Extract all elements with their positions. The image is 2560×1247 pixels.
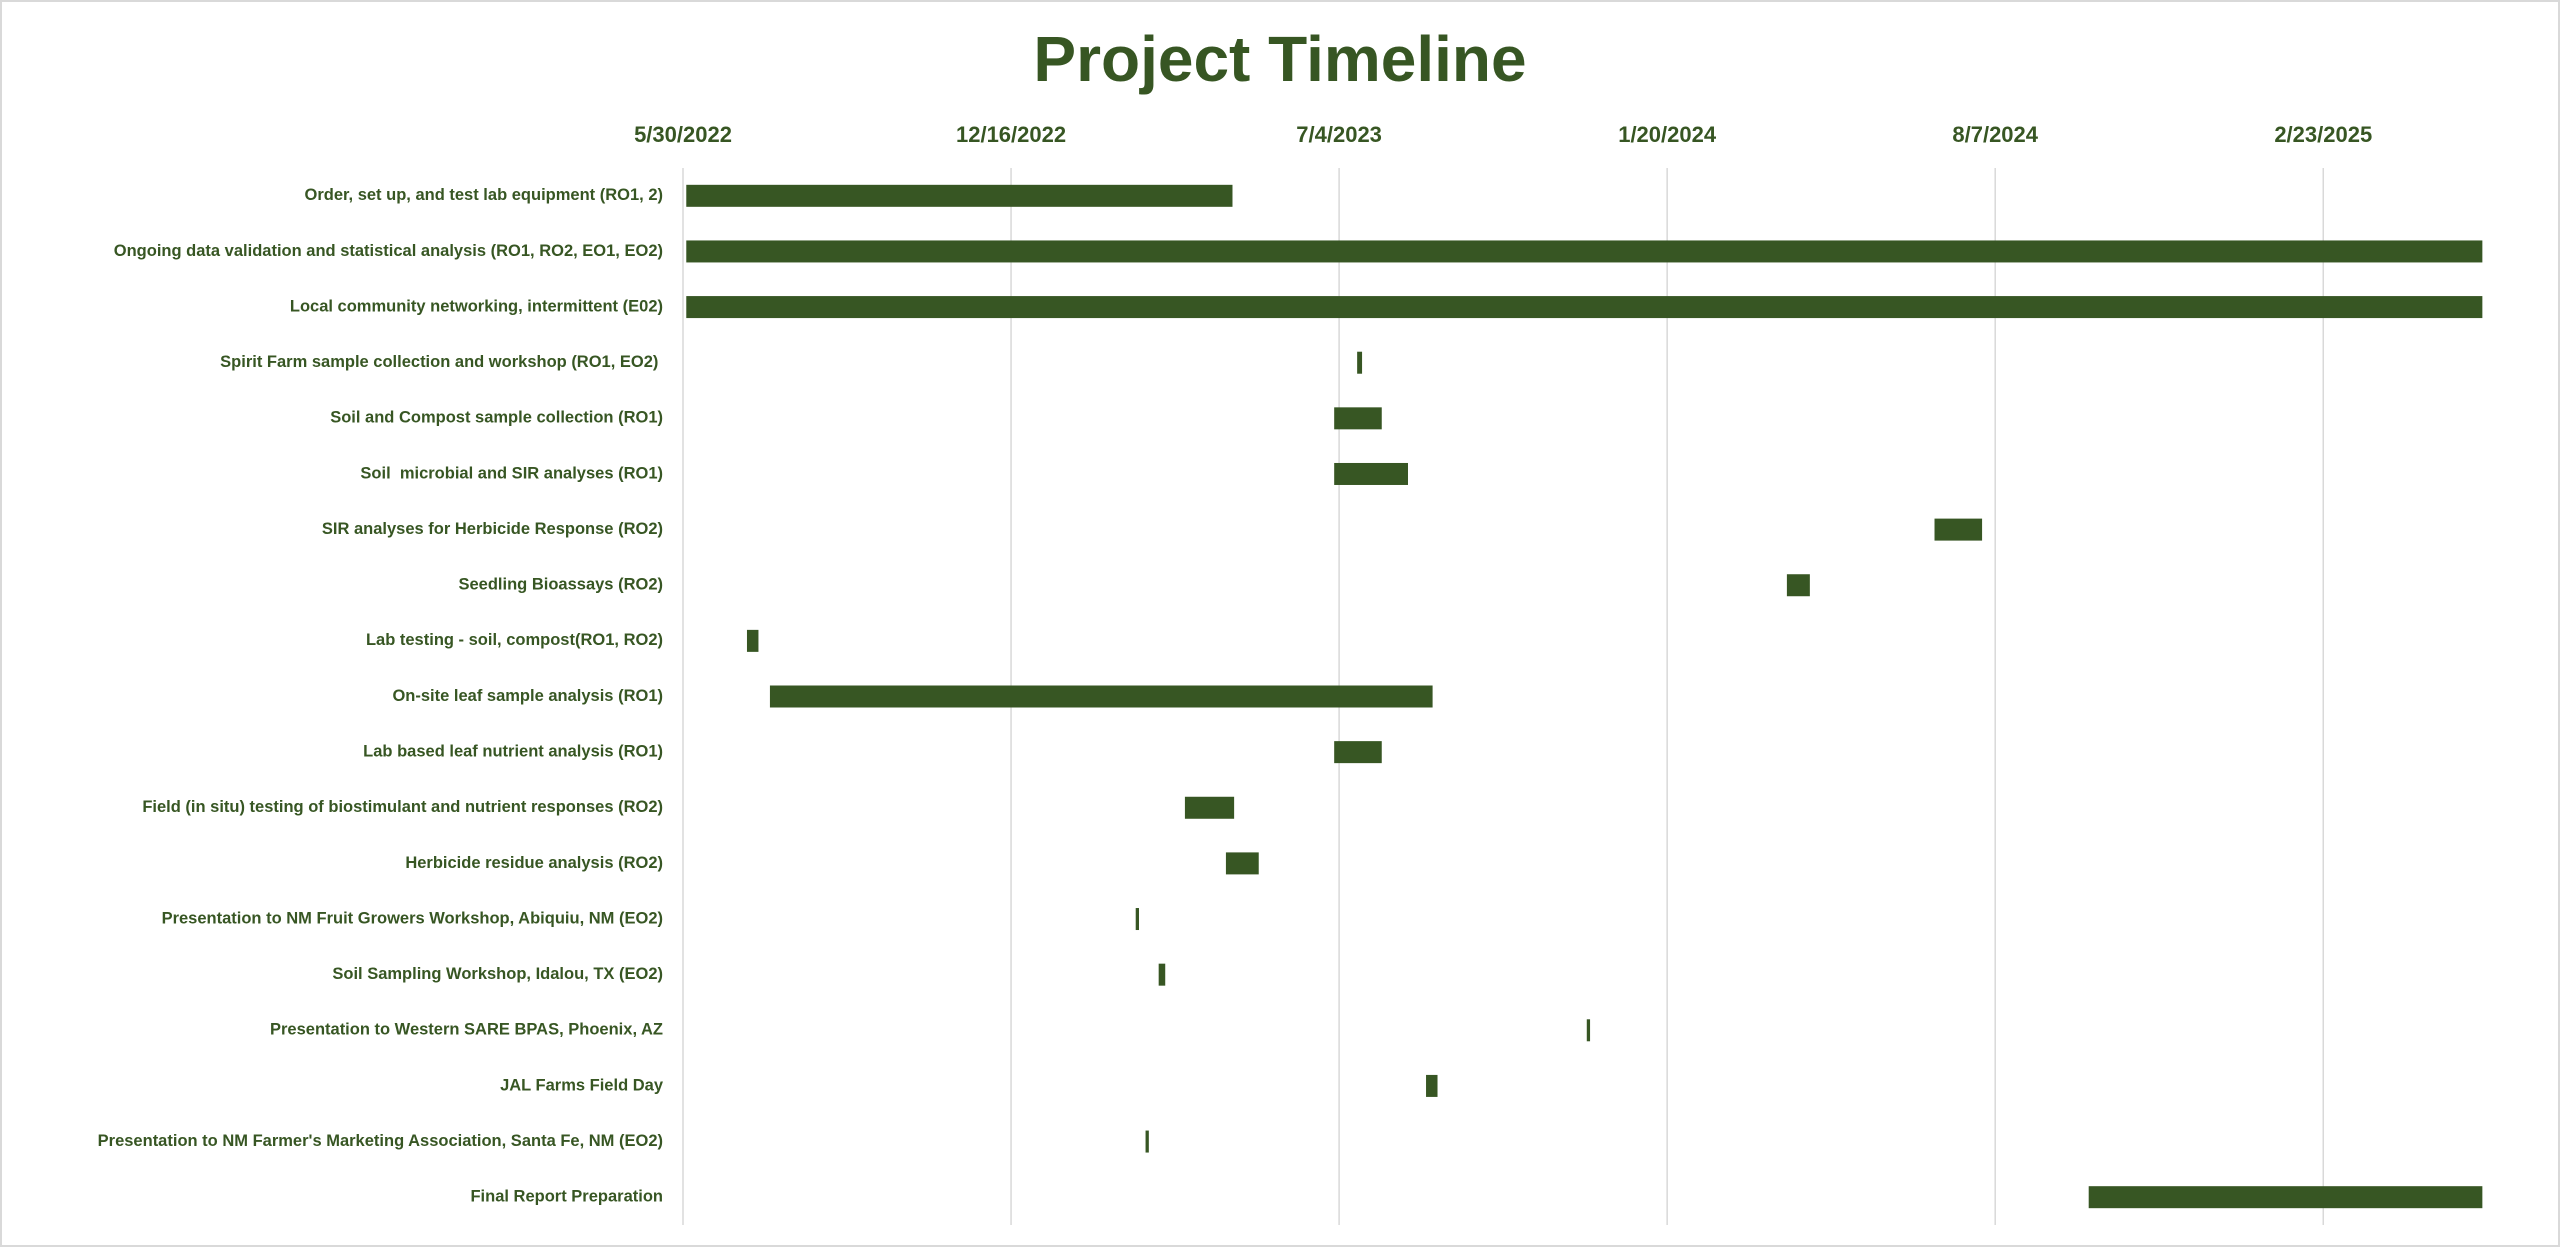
task-bar	[1426, 1074, 1438, 1097]
task-bar	[686, 240, 2483, 263]
task-label: Soil Sampling Workshop, Idalou, TX (EO2)	[332, 965, 663, 983]
task-bar	[1334, 462, 1408, 485]
task-bar	[1934, 518, 1983, 541]
task-bar	[769, 685, 1433, 708]
x-tick-label: 12/16/2022	[956, 122, 1066, 147]
task-label: Herbicide residue analysis (RO2)	[405, 854, 663, 872]
task-bar	[1357, 351, 1363, 374]
chart-title: Project Timeline	[1033, 23, 1526, 95]
x-tick-label: 5/30/2022	[634, 122, 732, 147]
task-label: SIR analyses for Herbicide Response (RO2…	[322, 520, 663, 538]
x-tick-label: 2/23/2025	[2274, 122, 2372, 147]
task-label: Ongoing data validation and statistical …	[114, 242, 663, 260]
task-bar	[1586, 1019, 1591, 1042]
x-tick-label: 1/20/2024	[1618, 122, 1717, 147]
task-label: JAL Farms Field Day	[500, 1076, 664, 1094]
task-bar	[1158, 963, 1166, 986]
task-label: Presentation to NM Farmer's Marketing As…	[98, 1132, 663, 1150]
task-label: Presentation to NM Fruit Growers Worksho…	[162, 909, 663, 927]
task-bar	[1334, 407, 1382, 430]
task-label: On-site leaf sample analysis (RO1)	[392, 687, 663, 705]
task-label: Lab based leaf nutrient analysis (RO1)	[363, 742, 663, 760]
task-bar	[746, 629, 759, 652]
x-tick-label: 7/4/2023	[1296, 122, 1382, 147]
task-bar	[1184, 796, 1235, 819]
task-bar	[1225, 852, 1259, 875]
task-label: Field (in situ) testing of biostimulant …	[142, 798, 663, 816]
task-label: Lab testing - soil, compost(RO1, RO2)	[366, 631, 663, 649]
task-bar	[686, 184, 1233, 207]
task-label: Order, set up, and test lab equipment (R…	[305, 186, 663, 204]
task-label: Presentation to Western SARE BPAS, Phoen…	[270, 1021, 663, 1039]
task-bar	[1786, 574, 1810, 597]
x-tick-label: 8/7/2024	[1952, 122, 2038, 147]
task-label: Final Report Preparation	[470, 1188, 663, 1206]
task-label: Local community networking, intermittent…	[290, 297, 663, 315]
task-bar	[1145, 1130, 1149, 1153]
task-label: Seedling Bioassays (RO2)	[459, 576, 664, 594]
task-label: Spirit Farm sample collection and worksh…	[220, 353, 663, 371]
task-label: Soil and Compost sample collection (RO1)	[330, 409, 663, 427]
task-label: Soil microbial and SIR analyses (RO1)	[360, 464, 663, 482]
task-bar	[1334, 741, 1382, 764]
task-bar	[1135, 908, 1139, 931]
task-bar	[2088, 1186, 2483, 1209]
task-bar	[686, 296, 2483, 319]
